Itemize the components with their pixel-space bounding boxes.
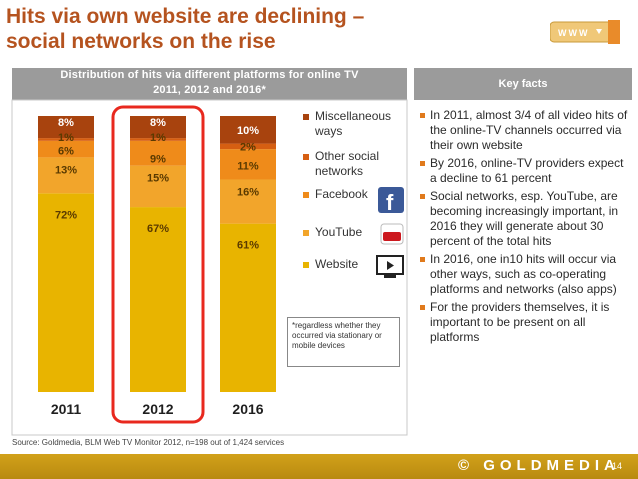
- key-facts-list: In 2011, almost 3/4 of all video hits of…: [420, 108, 632, 348]
- bar-segment: [220, 149, 276, 180]
- data-label: 1%: [150, 132, 166, 144]
- bar-segment: [220, 143, 276, 150]
- bullet-icon: [420, 113, 425, 118]
- key-fact-item: By 2016, online-TV providers expect a de…: [420, 156, 632, 186]
- x-tick-label: 2012: [142, 401, 173, 417]
- data-label: 72%: [55, 209, 77, 221]
- stacked-bar-chart: 72%13%6%1%8%201167%15%9%1%8%201261%16%11…: [11, 99, 408, 436]
- data-label: 2%: [240, 141, 256, 153]
- legend-label: Other social: [315, 149, 379, 163]
- bar-segment: [38, 193, 94, 392]
- key-fact-text: For the providers themselves, it is impo…: [430, 300, 610, 344]
- title-line-1: Hits via own website are declining –: [6, 5, 365, 28]
- key-fact-text: In 2016, one in10 hits will occur via ot…: [430, 252, 617, 296]
- bar-segment: [130, 138, 186, 141]
- bar-segment: [220, 223, 276, 392]
- source-note: Source: Goldmedia, BLM Web TV Monitor 20…: [12, 438, 285, 447]
- bar-segment: [220, 179, 276, 224]
- bar-segment: [38, 157, 94, 194]
- svg-text:f: f: [386, 190, 394, 215]
- bar-segment: [130, 116, 186, 139]
- data-label: 13%: [55, 164, 77, 176]
- data-label: 10%: [237, 125, 259, 137]
- legend-label: networks: [315, 164, 363, 178]
- legend-swatch: [303, 230, 309, 236]
- bar-segment: [130, 165, 186, 208]
- data-label: 9%: [150, 154, 166, 166]
- data-label: 11%: [237, 160, 259, 172]
- legend-swatch: [303, 154, 309, 160]
- data-label: 1%: [58, 132, 74, 144]
- legend-label: Facebook: [315, 187, 369, 201]
- footer-bar: [0, 454, 638, 479]
- legend-label: YouTube: [315, 225, 362, 239]
- youtube-icon: [380, 223, 404, 245]
- slide-title: Hits via own website are declining – soc…: [6, 4, 526, 54]
- data-label: 6%: [58, 145, 74, 157]
- bar-segment: [38, 138, 94, 141]
- data-label: 67%: [147, 223, 169, 235]
- data-label: 8%: [150, 117, 166, 129]
- key-fact-item: For the providers themselves, it is impo…: [420, 300, 632, 345]
- bar-segment: [38, 116, 94, 139]
- footer-brand: © GOLDMEDIA: [458, 457, 620, 474]
- logo-speaker-icon: [608, 20, 620, 44]
- page-number: 14: [612, 461, 623, 471]
- bullet-icon: [420, 257, 425, 262]
- chart-header-line-1: Distribution of hits via different platf…: [60, 69, 359, 81]
- data-label: 61%: [237, 240, 259, 252]
- bullet-icon: [420, 194, 425, 199]
- data-label: 15%: [147, 173, 169, 185]
- logo-text: WWW: [558, 28, 589, 38]
- legend-label: Miscellaneous: [315, 109, 391, 123]
- x-tick-label: 2016: [232, 401, 263, 417]
- bullet-icon: [420, 161, 425, 166]
- facebook-icon: f: [378, 187, 404, 215]
- data-label: 8%: [58, 117, 74, 129]
- bullet-icon: [420, 305, 425, 310]
- key-fact-item: Social networks, esp. YouTube, are becom…: [420, 189, 632, 249]
- legend-swatch: [303, 192, 309, 198]
- www-logo: WWW: [550, 20, 620, 44]
- bar-segment: [130, 140, 186, 166]
- website-icon: [376, 255, 404, 278]
- chart-header: Distribution of hits via different platf…: [12, 68, 407, 100]
- chart-header-line-2: 2011, 2012 and 2016*: [153, 84, 266, 96]
- bar-segment: [38, 140, 94, 158]
- key-fact-text: Social networks, esp. YouTube, are becom…: [430, 189, 619, 248]
- key-facts-header: Key facts: [414, 68, 632, 100]
- title-line-2: social networks on the rise: [6, 30, 276, 53]
- legend-swatch: [303, 114, 309, 120]
- legend-label: Website: [315, 257, 358, 271]
- key-fact-text: In 2011, almost 3/4 of all video hits of…: [430, 108, 628, 152]
- bar-segment: [220, 116, 276, 144]
- key-fact-text: By 2016, online-TV providers expect a de…: [430, 156, 624, 185]
- key-fact-item: In 2011, almost 3/4 of all video hits of…: [420, 108, 632, 153]
- legend-label: ways: [314, 124, 342, 138]
- legend-swatch: [303, 262, 309, 268]
- footnote: *regardless whether they occurred via st…: [287, 317, 400, 367]
- highlight-frame: [111, 105, 205, 424]
- key-fact-item: In 2016, one in10 hits will occur via ot…: [420, 252, 632, 297]
- bar-segment: [130, 207, 186, 392]
- data-label: 16%: [237, 186, 259, 198]
- x-tick-label: 2011: [51, 401, 82, 417]
